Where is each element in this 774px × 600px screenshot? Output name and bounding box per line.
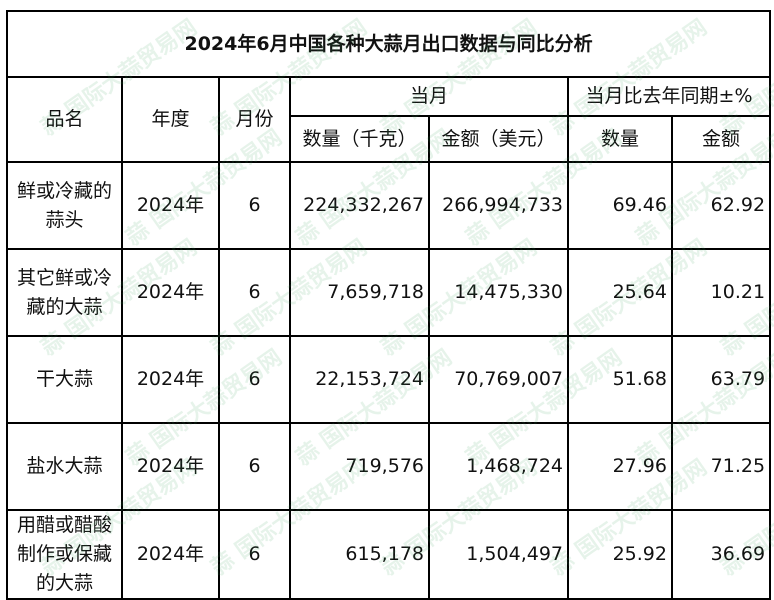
garlic-export-table: 2024年6月中国各种大蒜月出口数据与同比分析 品名 年度 月份 当月 当月比去… [5, 10, 772, 600]
header-qty: 数量（千克） [289, 115, 430, 163]
cell-qty: 22,153,724 [289, 335, 430, 424]
header-current-month: 当月 [289, 76, 569, 117]
table-row: 鲜或冷藏的蒜头 2024年 6 224,332,267 266,994,733 69.46… [6, 161, 772, 250]
cell-yoy-qty: 27.96 [567, 422, 673, 511]
cell-yoy-qty: 25.64 [567, 248, 673, 337]
cell-year: 2024年 [121, 161, 220, 250]
header-year: 年度 [121, 76, 220, 163]
cell-name: 鲜或冷藏的蒜头 [6, 161, 123, 250]
table-row: 盐水大蒜 2024年 6 719,576 1,468,724 27.96 71.25 [6, 422, 772, 511]
header-yoy: 当月比去年同期±% [566, 76, 772, 117]
cell-amount: 266,994,733 [428, 161, 569, 250]
cell-yoy-amount: 71.25 [670, 422, 772, 511]
cell-amount: 14,475,330 [428, 248, 569, 337]
cell-qty: 224,332,267 [289, 161, 430, 250]
cell-yoy-qty: 69.46 [567, 161, 673, 250]
header-amount: 金额（美元） [428, 115, 569, 163]
cell-year: 2024年 [121, 248, 220, 337]
header-name: 品名 [6, 76, 123, 163]
cell-month: 6 [218, 161, 291, 250]
cell-month: 6 [218, 509, 291, 600]
table-row: 用醋或醋酸制作或保藏的大蒜 2024年 6 615,178 1,504,497 25.92… [6, 509, 772, 600]
cell-yoy-amount: 36.69 [670, 509, 772, 600]
cell-qty: 719,576 [289, 422, 430, 511]
cell-year: 2024年 [121, 509, 220, 600]
cell-name: 用醋或醋酸制作或保藏的大蒜 [6, 509, 123, 600]
cell-yoy-amount: 10.21 [670, 248, 772, 337]
cell-year: 2024年 [121, 335, 220, 424]
cell-yoy-amount: 62.92 [670, 161, 772, 250]
header-yoy-amount: 金额 [670, 115, 772, 163]
cell-yoy-qty: 51.68 [567, 335, 673, 424]
cell-amount: 70,769,007 [428, 335, 569, 424]
cell-name: 盐水大蒜 [6, 422, 123, 511]
cell-month: 6 [218, 248, 291, 337]
header-yoy-qty: 数量 [567, 115, 673, 163]
table-row: 干大蒜 2024年 6 22,153,724 70,769,007 51.68 63.79 [6, 335, 772, 424]
cell-month: 6 [218, 422, 291, 511]
cell-qty: 7,659,718 [289, 248, 430, 337]
cell-name: 其它鲜或冷藏的大蒜 [6, 248, 123, 337]
cell-amount: 1,468,724 [428, 422, 569, 511]
cell-name: 干大蒜 [6, 335, 123, 424]
header-month: 月份 [218, 76, 291, 163]
cell-year: 2024年 [121, 422, 220, 511]
cell-qty: 615,178 [289, 509, 430, 600]
table-row: 其它鲜或冷藏的大蒜 2024年 6 7,659,718 14,475,330 25.64 1… [6, 248, 772, 337]
cell-month: 6 [218, 335, 291, 424]
table-title: 2024年6月中国各种大蒜月出口数据与同比分析 [5, 10, 772, 78]
cell-yoy-amount: 63.79 [670, 335, 772, 424]
cell-yoy-qty: 25.92 [567, 509, 673, 600]
cell-amount: 1,504,497 [428, 509, 569, 600]
